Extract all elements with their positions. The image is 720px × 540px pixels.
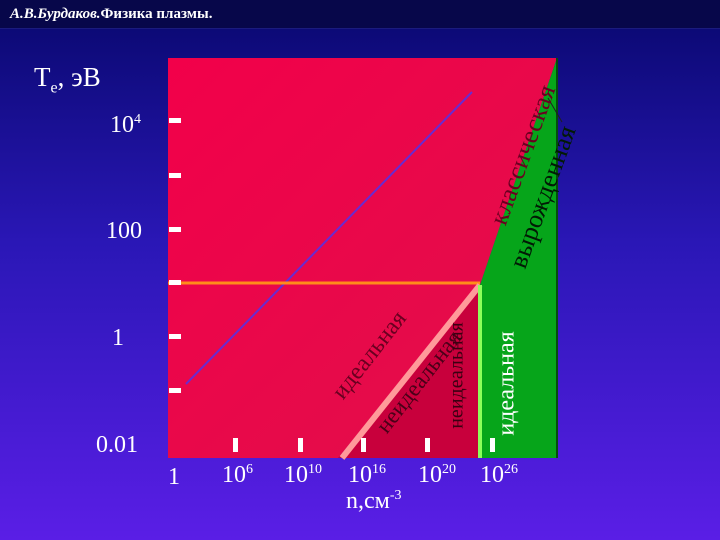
- nonideal-boundary-line: [339, 283, 483, 460]
- x-tick-label-10e16: 1016: [348, 462, 386, 488]
- x-axis-label: n,см-3: [346, 488, 402, 514]
- header-bar: А.В.Бурдаков.Физика плазмы.: [0, 0, 720, 29]
- degenerate-tick-line: [547, 97, 563, 123]
- y-tick-mark: [169, 173, 181, 178]
- y-tick-label-1: 1: [112, 325, 124, 351]
- y-axis-label: Te, эВ: [34, 62, 101, 97]
- x-tick-mark: [361, 438, 366, 452]
- x-tick-label-10e10: 1010: [284, 462, 322, 488]
- header-title: А.В.Бурдаков.Физика плазмы.: [10, 6, 212, 23]
- ideal-right-region-label: идеальная: [493, 331, 520, 436]
- x-tick-mark: [425, 438, 430, 452]
- header-author: А.В.Бурдаков.: [10, 6, 101, 22]
- x-tick-label-10e26: 1026: [480, 462, 518, 488]
- classical-region: [168, 58, 557, 458]
- x-tick-mark: [298, 438, 303, 452]
- y-tick-mark: [169, 334, 181, 339]
- x-tick-label-10e6: 106: [222, 462, 253, 488]
- y-tick-label-0-01: 0.01: [96, 432, 138, 458]
- y-tick-mark: [169, 118, 181, 123]
- y-tick-mark: [169, 280, 181, 285]
- header-subject: Физика плазмы.: [100, 6, 213, 22]
- y-tick-label-10e4: 104: [110, 112, 141, 138]
- x-tick-label-1: 1: [168, 464, 180, 490]
- y-tick-label-100: 100: [106, 218, 142, 244]
- nonideal-region-label-2: неидеальная: [445, 322, 468, 429]
- degenerate-region: [480, 58, 557, 458]
- y-tick-mark: [169, 227, 181, 232]
- y-tick-mark: [169, 388, 181, 393]
- x-tick-mark: [490, 438, 495, 452]
- x-tick-mark: [233, 438, 238, 452]
- x-tick-label-10e20: 1020: [418, 462, 456, 488]
- diagonal-boundary-line: [185, 91, 473, 385]
